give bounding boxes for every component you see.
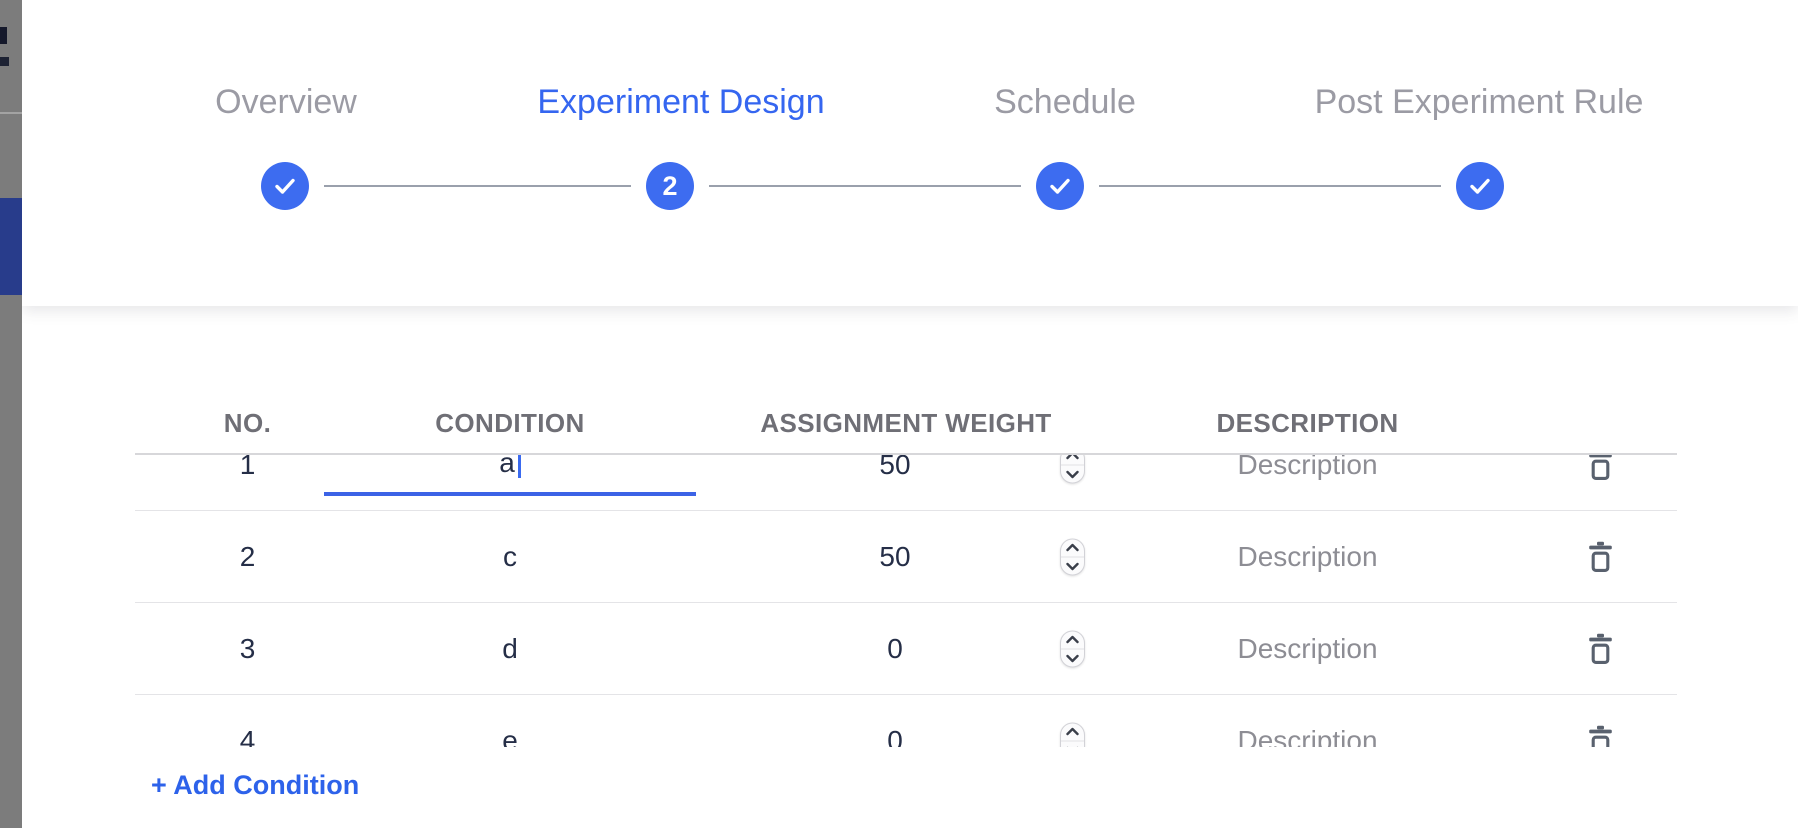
step-label-experiment-design[interactable]: Experiment Design — [537, 83, 825, 121]
stepper-divider — [1061, 556, 1084, 557]
delete-row-button[interactable] — [1587, 633, 1614, 664]
table-row: 1 a 50 Description — [135, 455, 1677, 511]
number-stepper[interactable] — [1060, 455, 1085, 483]
step-connector — [709, 185, 1021, 187]
row-number: 4 — [239, 724, 256, 748]
condition-value: d — [502, 632, 518, 664]
row-number: 2 — [239, 540, 256, 572]
number-stepper[interactable] — [1060, 538, 1085, 575]
stepper-divider — [1061, 740, 1084, 741]
column-header-assignment-weight: ASSIGNMENT WEIGHT — [760, 407, 1052, 438]
assignment-weight-value: 50 — [879, 540, 911, 572]
chevron-down-icon — [1066, 746, 1079, 747]
step-number: 2 — [662, 170, 678, 201]
chevron-up-icon — [1066, 635, 1079, 643]
assignment-weight-input[interactable]: 0 — [660, 618, 1130, 680]
description-input[interactable]: Description — [1130, 526, 1485, 588]
condition-value: a — [499, 455, 515, 478]
condition-input[interactable]: d — [324, 618, 696, 680]
table-row: 2 c 50 Description — [135, 511, 1677, 603]
trash-icon — [1588, 541, 1612, 572]
row-number: 1 — [239, 455, 256, 480]
condition-value: c — [503, 540, 517, 572]
step-circle-overview[interactable] — [261, 162, 309, 210]
column-header-condition: CONDITION — [435, 407, 585, 438]
step-connector — [1099, 185, 1441, 187]
conditions-table: NO. CONDITION ASSIGNMENT WEIGHT DESCRIPT… — [135, 393, 1677, 747]
chevron-down-icon — [1066, 654, 1079, 662]
condition-input[interactable]: a — [324, 455, 696, 496]
delete-row-button[interactable] — [1587, 455, 1614, 480]
step-circle-experiment-design[interactable]: 2 — [646, 162, 694, 210]
background-text-fragment — [0, 27, 7, 44]
delete-row-button[interactable] — [1587, 725, 1614, 747]
condition-value: e — [502, 724, 518, 748]
chevron-up-icon — [1066, 543, 1079, 551]
stepper-divider — [1061, 464, 1084, 465]
trash-icon — [1588, 633, 1612, 664]
chevron-down-icon — [1066, 470, 1079, 478]
condition-input[interactable]: e — [324, 710, 696, 748]
step-label-post-experiment-rule[interactable]: Post Experiment Rule — [1314, 83, 1644, 121]
column-header-description: DESCRIPTION — [1216, 407, 1399, 438]
chevron-down-icon — [1066, 562, 1079, 570]
step-circle-schedule[interactable] — [1036, 162, 1084, 210]
trash-icon — [1588, 725, 1612, 747]
background-divider — [0, 112, 22, 114]
description-placeholder: Description — [1237, 540, 1378, 572]
step-label-overview[interactable]: Overview — [215, 83, 357, 121]
number-stepper[interactable] — [1060, 722, 1085, 747]
assignment-weight-value: 0 — [887, 632, 903, 664]
trash-icon — [1588, 455, 1612, 480]
description-placeholder: Description — [1237, 455, 1378, 480]
assignment-weight-value: 50 — [879, 455, 911, 480]
check-icon — [1470, 178, 1490, 194]
step-circle-post-experiment-rule[interactable] — [1456, 162, 1504, 210]
background-text-fragment — [0, 57, 9, 66]
assignment-weight-value: 0 — [887, 724, 903, 748]
delete-row-button[interactable] — [1587, 541, 1614, 572]
condition-input[interactable]: c — [324, 526, 696, 588]
assignment-weight-input[interactable]: 50 — [660, 455, 1130, 496]
table-header-row: NO. CONDITION ASSIGNMENT WEIGHT DESCRIPT… — [135, 393, 1677, 455]
column-header-no: NO. — [223, 407, 272, 438]
stepper-header-card: Overview Experiment Design Schedule Post… — [22, 0, 1798, 306]
chevron-up-icon — [1066, 727, 1079, 735]
step-connector — [324, 185, 631, 187]
text-cursor — [517, 455, 521, 478]
stepper-divider — [1061, 648, 1084, 649]
check-icon — [275, 178, 295, 194]
chevron-up-icon — [1066, 455, 1079, 459]
check-icon — [1050, 178, 1070, 194]
background-page-sliver — [0, 0, 22, 828]
row-number: 3 — [239, 632, 256, 664]
number-stepper[interactable] — [1060, 630, 1085, 667]
add-condition-button[interactable]: + Add Condition — [151, 770, 360, 800]
assignment-weight-input[interactable]: 50 — [660, 526, 1130, 588]
description-input[interactable]: Description — [1130, 455, 1485, 496]
assignment-weight-input[interactable]: 0 — [660, 710, 1130, 748]
description-placeholder: Description — [1237, 724, 1378, 748]
background-sidebar-highlight — [0, 198, 22, 295]
description-placeholder: Description — [1237, 632, 1378, 664]
description-input[interactable]: Description — [1130, 710, 1485, 748]
table-row: 3 d 0 Description — [135, 603, 1677, 695]
step-label-schedule[interactable]: Schedule — [994, 83, 1136, 121]
description-input[interactable]: Description — [1130, 618, 1485, 680]
table-row: 4 e 0 Description — [135, 695, 1677, 747]
table-scroll-viewport[interactable]: 1 a 50 Description — [135, 455, 1677, 747]
